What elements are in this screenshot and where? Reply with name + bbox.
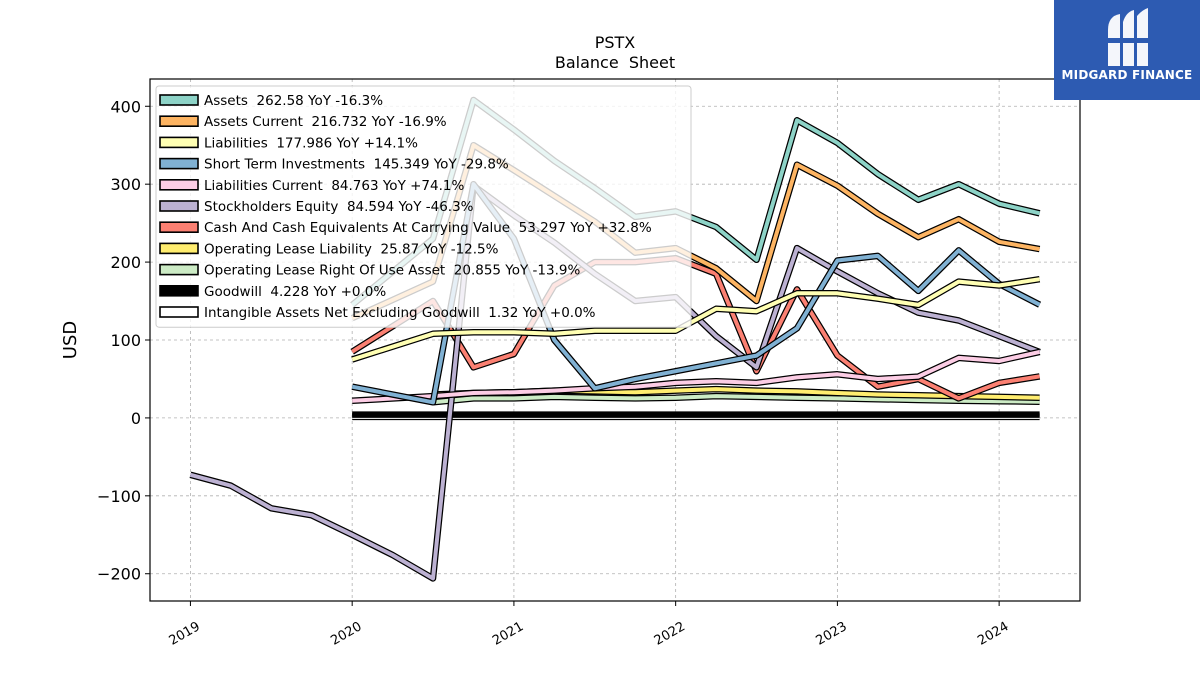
y-tick-label: 200 [110, 253, 141, 272]
legend-swatch-liabilities [159, 136, 199, 149]
y-tick-label: −100 [97, 487, 141, 506]
legend-label-liabilities-current: Liabilities Current 84.763 YoY +74.1% [204, 178, 464, 194]
legend-swatch-stockholders-equity [159, 200, 199, 212]
legend-swatch-goodwill [159, 284, 199, 297]
brand-logo: MIDGARD FINANCE [1054, 0, 1200, 100]
legend: Assets 262.58 YoY -16.3% Assets Current 2… [155, 85, 692, 328]
legend-swatch-liabilities-current [159, 179, 199, 191]
legend-label-cash-and-cash-equivalents-at-carrying-value: Cash And Cash Equivalents At Carrying Va… [204, 220, 652, 236]
y-tick-label: 0 [131, 409, 141, 428]
x-tick-label: 2023 [814, 619, 850, 649]
legend-label-goodwill: Goodwill 4.228 YoY +0.0% [204, 284, 386, 300]
legend-swatch-short-term-investments [159, 157, 199, 170]
midgard-emblem-icon [1106, 8, 1150, 66]
legend-swatch-operating-lease-liability [159, 242, 199, 255]
series-line-liabilities-current [352, 349, 1041, 403]
legend-label-stockholders-equity: Stockholders Equity 84.594 YoY -46.3% [204, 199, 474, 215]
x-tick-label: 2022 [652, 619, 688, 649]
legend-swatch-assets [159, 94, 199, 106]
legend-label-assets-current: Assets Current 216.732 YoY -16.9% [204, 114, 447, 130]
series-line-operating-lease-right-of-use-asset [432, 394, 1040, 405]
legend-swatch-intangible-assets-net-excluding-goodwill [159, 306, 199, 318]
x-tick-label: 2019 [167, 619, 203, 649]
x-tick-label: 2020 [328, 619, 364, 649]
y-tick-label: 400 [110, 97, 141, 116]
y-tick-label: 300 [110, 175, 141, 194]
y-axis: −200 −100 0 100 200 300 400 [97, 97, 150, 584]
x-tick-label: 2021 [490, 619, 526, 649]
plot-frame [149, 78, 1081, 602]
legend-label-short-term-investments: Short Term Investments 145.349 YoY -29.8… [204, 157, 509, 173]
legend-label-assets: Assets 262.58 YoY -16.3% [204, 93, 383, 109]
y-tick-label: 100 [110, 331, 141, 350]
logo-text: MIDGARD FINANCE [1061, 68, 1193, 82]
legend-swatch-cash-and-cash-equivalents-at-carrying-value [159, 221, 199, 233]
legend-label-operating-lease-liability: Operating Lease Liability 25.87 YoY -12.… [204, 241, 499, 257]
chart-title: PSTX [595, 33, 636, 52]
legend-label-intangible-assets-net-excluding-goodwill: Intangible Assets Net Excluding Goodwill… [204, 305, 596, 321]
series-line-cash-and-cash-equivalents-at-carrying-value [351, 256, 1040, 401]
x-tick-label: 2024 [975, 619, 1011, 649]
legend-swatch-assets-current [159, 115, 199, 127]
legend-label-liabilities: Liabilities 177.986 YoY +14.1% [204, 135, 418, 151]
legend-box [155, 85, 692, 328]
legend-label-operating-lease-right-of-use-asset: Operating Lease Right Of Use Asset 20.85… [204, 263, 580, 279]
legend-swatch-operating-lease-right-of-use-asset [159, 263, 199, 276]
x-axis: 2019 2020 2021 2022 2023 2024 [167, 601, 1011, 649]
chart-subtitle: Balance Sheet [555, 53, 675, 72]
series-line-liabilities [351, 277, 1040, 362]
y-tick-label: −200 [97, 565, 141, 584]
y-axis-label: USD [60, 321, 81, 359]
